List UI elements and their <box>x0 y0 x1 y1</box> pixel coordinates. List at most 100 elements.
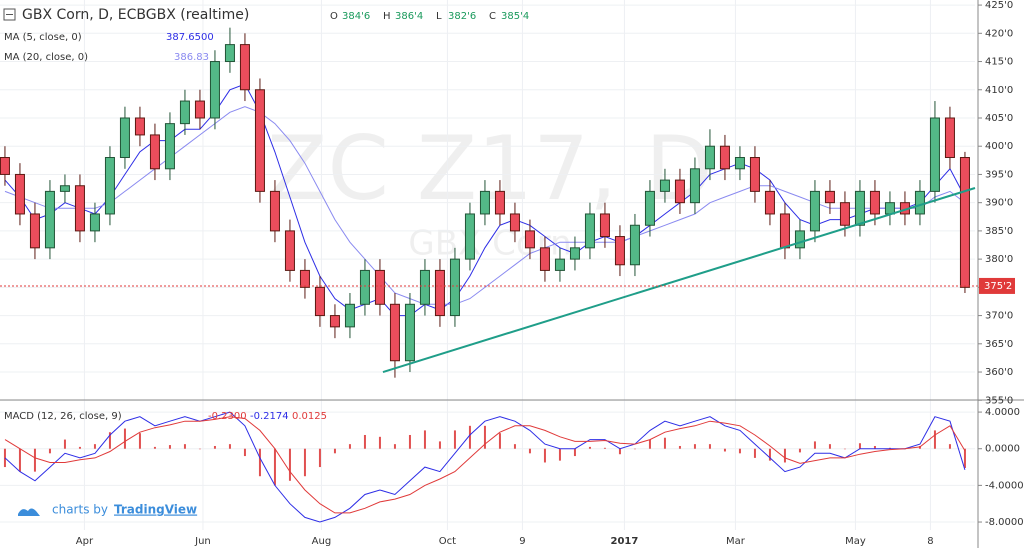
candle-body <box>749 157 760 192</box>
y-tick-label: 0.0000 <box>985 444 1020 455</box>
ma-legend-value: 386.83 <box>174 52 209 63</box>
macd-histogram-bar <box>33 448 36 472</box>
candle-body <box>224 44 235 63</box>
candle-body <box>29 213 40 249</box>
candle-body <box>824 190 835 204</box>
macd-histogram-bar <box>798 448 801 453</box>
macd-histogram-bar <box>168 445 171 449</box>
y-tick-label: 365'0 <box>985 339 1013 350</box>
trendline <box>382 187 976 373</box>
candle-body <box>239 44 250 91</box>
macd-histogram-bar <box>408 434 411 449</box>
candle-body <box>734 157 745 170</box>
candle-body <box>479 190 490 215</box>
candle-body <box>449 258 460 317</box>
macd-legend-name: MACD (12, 26, close, 9) <box>4 411 122 422</box>
candle-body <box>599 213 610 238</box>
macd-legend-value: -0.2300 <box>208 411 247 422</box>
macd-legend-value: -0.2174 <box>250 411 289 422</box>
macd-histogram-bar <box>423 430 426 449</box>
y-tick-label: 370'0 <box>985 311 1013 322</box>
candle-body <box>314 286 325 317</box>
candle-body <box>914 190 925 215</box>
candle-body <box>509 213 520 232</box>
candle-body <box>0 157 10 175</box>
y-tick-label: 415'0 <box>985 57 1013 68</box>
axes: 425'0 420'0 415'0 410'0 405'0 400'0 395'0 390'0… <box>76 0 1024 547</box>
y-tick-label: 410'0 <box>985 85 1013 96</box>
x-tick-label: 8 <box>927 536 933 547</box>
candle-body <box>839 202 850 226</box>
ma-legend-name: MA (5, close, 0) <box>4 32 82 43</box>
y-tick-label: 395'0 <box>985 169 1013 180</box>
macd-histogram-bar <box>303 448 306 477</box>
candle-body <box>149 134 160 170</box>
macd-histogram-bar <box>213 445 216 449</box>
macd-histogram-bar <box>738 448 741 454</box>
macd-histogram-bar <box>453 430 456 449</box>
y-tick-label: 355'0 <box>985 395 1013 406</box>
macd-histogram-bar <box>258 448 261 477</box>
ma-line <box>4 83 966 317</box>
candle-body <box>869 190 880 215</box>
x-tick-label: May <box>845 536 866 547</box>
macd-histogram-bar <box>573 448 576 457</box>
candle-body <box>524 230 535 249</box>
candle-body <box>14 173 25 215</box>
macd-histogram-bar <box>3 448 6 468</box>
macd-histogram-bar <box>63 439 66 449</box>
macd-histogram-bar <box>873 445 876 449</box>
collapse-icon[interactable] <box>3 8 16 21</box>
candle-body <box>134 117 145 136</box>
ma-legend-name: MA (20, close, 0) <box>4 52 88 63</box>
macd-histogram-bar <box>108 432 111 449</box>
candle-body <box>329 315 340 328</box>
macd-histogram-bar <box>273 448 276 486</box>
candle-body <box>434 269 445 317</box>
candle-body <box>404 303 415 362</box>
candle-body <box>644 190 655 226</box>
macd-histogram-bar <box>498 433 501 449</box>
branding: charts by TradingView <box>18 503 197 517</box>
macd-histogram-bar <box>648 439 651 449</box>
y-tick-label: 390'0 <box>985 198 1013 209</box>
branding-name[interactable]: TradingView <box>114 503 197 517</box>
macd-histogram-bar <box>483 425 486 449</box>
macd-histogram-bar <box>948 444 951 449</box>
ma-line <box>4 106 966 305</box>
macd-histogram-bar <box>708 444 711 449</box>
candle-body <box>944 117 955 159</box>
macd-histogram-bar <box>753 448 756 458</box>
y-tick-label: -4.0000 <box>985 480 1024 491</box>
macd-histogram-bar <box>768 448 771 461</box>
ohlc-name: C <box>489 11 496 22</box>
macd-histogram-bar <box>618 448 621 455</box>
x-tick-label: Apr <box>76 536 94 547</box>
x-tick-label: Aug <box>312 536 332 547</box>
candle-body <box>674 179 685 204</box>
ma-legend-value: 387.6500 <box>166 32 214 43</box>
macd-histogram-bar <box>678 445 681 449</box>
macd-histogram-bar <box>48 448 51 454</box>
x-tick-label: 9 <box>519 536 525 547</box>
x-tick-label: 2017 <box>611 536 639 547</box>
candle-body <box>629 224 640 266</box>
macd-histogram-bar <box>93 444 96 449</box>
ohlc-value: 382'6 <box>448 11 476 22</box>
ohlc-value: 386'4 <box>395 11 423 22</box>
candle-body <box>689 168 700 204</box>
candle-body <box>179 100 190 125</box>
candle-body <box>884 202 895 215</box>
ohlc-name: H <box>383 11 391 22</box>
x-tick-label: Jun <box>194 536 211 547</box>
candle-body <box>389 303 400 362</box>
candle-body <box>74 185 85 232</box>
macd-histogram-bar <box>558 448 561 461</box>
y-tick-label: 400'0 <box>985 141 1013 152</box>
macd-histogram-bar <box>813 441 816 449</box>
macd-histogram-bar <box>603 447 606 449</box>
last-price-box <box>979 277 1015 294</box>
candle-body <box>119 117 130 159</box>
candle-body <box>269 190 280 232</box>
y-tick-label: 385'0 <box>985 226 1013 237</box>
